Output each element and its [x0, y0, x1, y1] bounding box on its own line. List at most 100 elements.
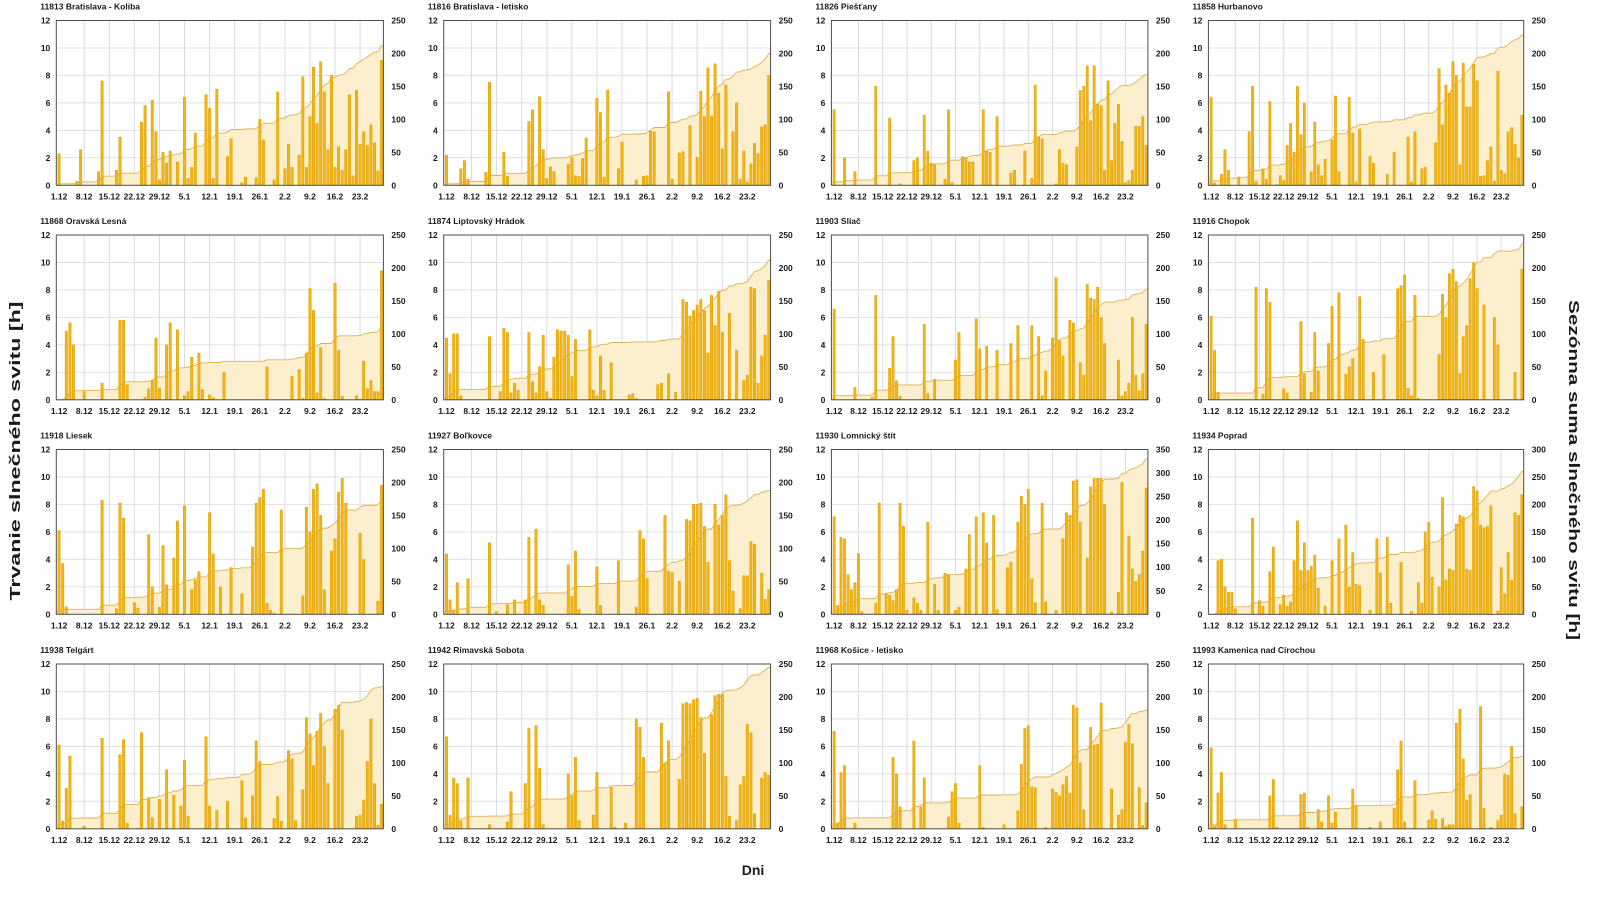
svg-text:4: 4	[46, 340, 51, 350]
svg-text:19.1: 19.1	[614, 406, 631, 416]
svg-text:11968 Košice - letisko: 11968 Košice - letisko	[815, 645, 903, 655]
svg-text:2: 2	[821, 796, 826, 806]
svg-text:50: 50	[779, 576, 789, 586]
svg-text:200: 200	[1156, 692, 1170, 702]
svg-text:16.2: 16.2	[327, 191, 344, 201]
svg-text:10: 10	[816, 258, 826, 268]
svg-text:11874 Liptovský Hrádok: 11874 Liptovský Hrádok	[428, 216, 525, 226]
svg-text:8.12: 8.12	[76, 406, 93, 416]
svg-text:0: 0	[46, 609, 51, 619]
svg-text:5.1: 5.1	[1326, 406, 1338, 416]
svg-text:8.12: 8.12	[850, 620, 867, 630]
svg-text:26.1: 26.1	[252, 835, 269, 845]
svg-text:100: 100	[1532, 329, 1546, 339]
svg-text:1.12: 1.12	[1203, 191, 1220, 201]
svg-text:5.1: 5.1	[566, 406, 578, 416]
svg-text:0: 0	[1156, 609, 1161, 619]
svg-text:19.1: 19.1	[614, 835, 631, 845]
svg-text:15.12: 15.12	[1249, 620, 1271, 630]
svg-text:12: 12	[816, 230, 826, 240]
svg-text:5.1: 5.1	[950, 191, 962, 201]
svg-text:6: 6	[821, 98, 826, 108]
svg-text:5.1: 5.1	[1326, 620, 1338, 630]
svg-text:12: 12	[1193, 445, 1203, 455]
svg-text:50: 50	[1156, 362, 1166, 372]
svg-text:250: 250	[1532, 16, 1546, 26]
svg-text:2.2: 2.2	[666, 406, 678, 416]
svg-text:2.2: 2.2	[1047, 835, 1059, 845]
svg-text:23.2: 23.2	[352, 191, 369, 201]
svg-text:6: 6	[433, 527, 438, 537]
svg-text:100: 100	[779, 114, 793, 124]
svg-text:8: 8	[821, 499, 826, 509]
svg-text:12: 12	[816, 16, 826, 26]
svg-text:9.2: 9.2	[304, 191, 316, 201]
svg-text:23.2: 23.2	[352, 406, 369, 416]
svg-text:100: 100	[391, 114, 405, 124]
svg-text:8: 8	[1198, 499, 1203, 509]
svg-text:16.2: 16.2	[714, 835, 731, 845]
svg-text:200: 200	[1532, 49, 1546, 59]
svg-text:4: 4	[1198, 125, 1203, 135]
svg-text:200: 200	[391, 49, 405, 59]
svg-text:23.2: 23.2	[739, 191, 756, 201]
svg-text:12.1: 12.1	[589, 406, 606, 416]
svg-text:150: 150	[391, 510, 405, 520]
svg-text:8: 8	[1198, 70, 1203, 80]
svg-text:22.12: 22.12	[511, 406, 533, 416]
svg-text:8.12: 8.12	[463, 191, 480, 201]
svg-text:26.1: 26.1	[639, 406, 656, 416]
svg-text:26.1: 26.1	[252, 191, 269, 201]
svg-text:250: 250	[1532, 230, 1546, 240]
svg-text:250: 250	[1532, 472, 1546, 482]
svg-text:50: 50	[1156, 147, 1166, 157]
svg-text:10: 10	[428, 43, 438, 53]
svg-text:9.2: 9.2	[691, 406, 703, 416]
svg-text:26.1: 26.1	[1396, 406, 1413, 416]
svg-text:5.1: 5.1	[950, 835, 962, 845]
svg-text:8.12: 8.12	[1227, 835, 1244, 845]
svg-text:16.2: 16.2	[327, 835, 344, 845]
svg-text:29.12: 29.12	[536, 406, 558, 416]
svg-text:1.12: 1.12	[438, 406, 455, 416]
svg-text:8.12: 8.12	[850, 406, 867, 416]
svg-text:0: 0	[779, 395, 784, 405]
svg-text:19.1: 19.1	[1372, 620, 1389, 630]
svg-text:10: 10	[41, 687, 51, 697]
svg-text:12: 12	[1193, 230, 1203, 240]
svg-text:5.1: 5.1	[566, 620, 578, 630]
svg-text:19.1: 19.1	[226, 191, 243, 201]
svg-text:0: 0	[1198, 609, 1203, 619]
svg-text:12.1: 12.1	[971, 406, 988, 416]
svg-text:50: 50	[1156, 586, 1166, 596]
svg-text:12: 12	[41, 659, 51, 669]
svg-text:1.12: 1.12	[1203, 835, 1220, 845]
svg-text:200: 200	[779, 263, 793, 273]
svg-text:0: 0	[46, 824, 51, 834]
svg-text:12.1: 12.1	[201, 406, 218, 416]
svg-text:2: 2	[821, 367, 826, 377]
svg-text:250: 250	[779, 659, 793, 669]
svg-text:0: 0	[1532, 609, 1537, 619]
svg-text:15.12: 15.12	[99, 406, 121, 416]
svg-text:4: 4	[46, 125, 51, 135]
svg-text:50: 50	[779, 362, 789, 372]
svg-text:12: 12	[428, 16, 438, 26]
svg-text:12.1: 12.1	[971, 620, 988, 630]
svg-text:9.2: 9.2	[1447, 835, 1459, 845]
svg-text:150: 150	[1532, 296, 1546, 306]
svg-text:12: 12	[428, 445, 438, 455]
svg-text:4: 4	[1198, 769, 1203, 779]
svg-text:2: 2	[46, 153, 51, 163]
svg-text:12: 12	[1193, 659, 1203, 669]
svg-text:11868 Oravská Lesná: 11868 Oravská Lesná	[40, 216, 126, 226]
svg-text:2: 2	[821, 582, 826, 592]
svg-text:23.2: 23.2	[1117, 835, 1134, 845]
svg-text:16.2: 16.2	[1093, 406, 1110, 416]
svg-text:23.2: 23.2	[739, 620, 756, 630]
svg-text:2.2: 2.2	[666, 835, 678, 845]
svg-text:150: 150	[1156, 296, 1170, 306]
svg-text:2.2: 2.2	[666, 620, 678, 630]
svg-text:8.12: 8.12	[850, 191, 867, 201]
svg-text:15.12: 15.12	[99, 191, 121, 201]
